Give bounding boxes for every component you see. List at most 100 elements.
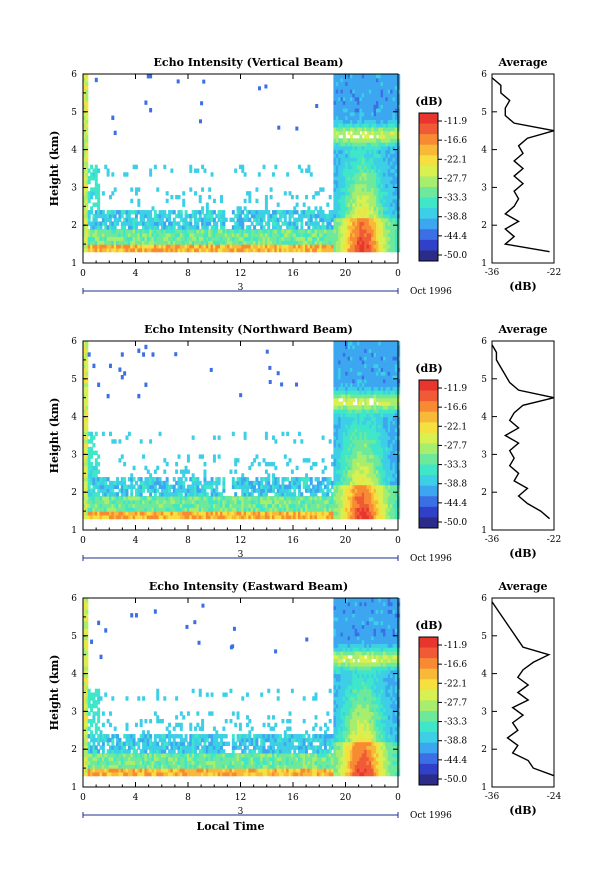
heatmap-cell [130, 492, 134, 497]
heatmap-cell [272, 511, 275, 516]
heatmap-cell [326, 225, 330, 230]
heatmap-cell [104, 228, 108, 234]
heatmap-cell [340, 160, 344, 166]
heatmap-cell [354, 469, 358, 474]
heatmap-cell [340, 375, 344, 380]
heatmap-cell [383, 126, 386, 132]
heatmap-cell [220, 495, 223, 501]
heatmap-cell [231, 217, 235, 223]
heatmap-cell [295, 244, 299, 249]
heatmap-cell [354, 183, 358, 188]
heatmap-cell [349, 348, 353, 353]
heatmap-cell [373, 420, 377, 425]
heatmap-cell [260, 507, 264, 512]
heatmap-cell [349, 111, 353, 117]
heatmap-cell [357, 108, 361, 113]
heatmap-cell [352, 341, 356, 346]
heatmap-cell [134, 511, 138, 516]
heatmap-cell [385, 176, 389, 181]
heatmap-cell [371, 488, 375, 493]
heatmap-cell [333, 183, 337, 188]
heatmap-cell [146, 247, 150, 253]
heatmap-cell [222, 247, 226, 253]
heatmap-cell [262, 511, 266, 516]
heatmap-cell [137, 187, 141, 192]
heatmap-cell [182, 191, 186, 196]
heatmap-cell [151, 240, 155, 245]
heatmap-cell [123, 371, 127, 376]
heatmap-cell [368, 119, 372, 124]
heatmap-cell [99, 221, 103, 226]
heatmap-cell [113, 232, 117, 238]
heatmap-cell [231, 484, 235, 490]
heatmap-cell [373, 145, 377, 151]
heatmap-cell [387, 77, 391, 83]
heatmap-cell [118, 232, 122, 238]
heatmap-cell [354, 371, 358, 376]
heatmap-cell [359, 446, 363, 452]
heatmap-cell [227, 247, 231, 253]
heatmap-cell [342, 409, 346, 414]
heatmap-cell [286, 511, 290, 516]
heatmap-cell [347, 225, 351, 230]
heatmap-cell [323, 244, 327, 249]
heatmap-cell [361, 157, 365, 162]
heatmap-cell [106, 514, 110, 520]
heatmap-cell [189, 168, 193, 173]
heatmap-cell [255, 236, 259, 241]
heatmap-cell [354, 390, 358, 395]
heatmap-cell [361, 416, 365, 421]
heatmap-cell [352, 164, 356, 170]
heatmap-cell [248, 492, 252, 497]
heatmap-cell [368, 435, 372, 440]
heatmap-cell [104, 514, 108, 520]
heatmap-cell [182, 232, 186, 238]
heatmap-cell [290, 484, 294, 490]
heatmap-cell [123, 495, 127, 501]
heatmap-cell [378, 100, 382, 105]
heatmap-cell [194, 221, 197, 226]
heatmap-cell [383, 454, 386, 459]
heatmap-cell [366, 236, 370, 241]
heatmap-cell [97, 236, 101, 241]
heatmap-cell [394, 244, 398, 249]
heatmap-cell [229, 503, 233, 508]
heatmap-cell [191, 240, 195, 245]
heatmap-cell [349, 89, 353, 94]
heatmap-cell [97, 168, 101, 173]
heatmap-cell [333, 454, 337, 459]
heatmap-cell [335, 507, 339, 512]
heatmap-cell [364, 439, 368, 444]
heatmap-cell [375, 74, 379, 79]
heatmap-cell [383, 416, 386, 421]
heatmap-cell [357, 228, 361, 234]
heatmap-cell [361, 164, 365, 170]
heatmap-cell [106, 228, 110, 234]
heatmap-cell [380, 409, 384, 414]
heatmap-cell [134, 244, 138, 249]
heatmap-cell [83, 221, 86, 226]
heatmap-cell [295, 514, 299, 520]
heatmap-cell [87, 198, 91, 204]
heatmap-cell [132, 210, 136, 215]
heatmap-cell [260, 247, 264, 253]
heatmap-cell [397, 123, 401, 128]
heatmap-cell [333, 409, 337, 414]
heatmap-cell [262, 495, 266, 501]
heatmap-cell [106, 217, 110, 223]
heatmap-cell [364, 247, 368, 253]
heatmap-cell [293, 514, 297, 520]
heatmap-cell [390, 149, 394, 154]
heatmap-cell [342, 416, 346, 421]
heatmap-cell [108, 503, 112, 508]
heatmap-cell [146, 477, 150, 482]
heatmap-cell [144, 499, 148, 505]
heatmap-cell [342, 157, 346, 162]
heatmap-cell [168, 232, 172, 238]
heatmap-cell [99, 225, 103, 230]
heatmap-cell [312, 514, 316, 520]
heatmap-cell [300, 439, 304, 444]
heatmap-cell [85, 446, 89, 452]
heatmap-cell [342, 495, 346, 501]
heatmap-cell [272, 435, 275, 440]
